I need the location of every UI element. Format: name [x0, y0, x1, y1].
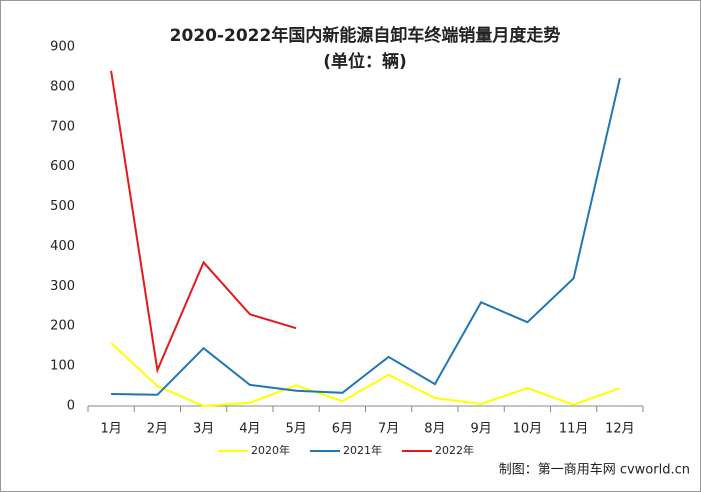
x-tick-label: 10月 [513, 422, 543, 437]
series-line [110, 342, 621, 408]
y-tick-label: 0 [67, 399, 75, 414]
x-tick-label: 1月 [100, 422, 121, 437]
source: 制图：第一商用车网 cvworld.cn [499, 462, 690, 478]
y-tick-label: 700 [50, 119, 75, 134]
chart-subtitle: (单位：辆) [323, 51, 407, 72]
x-tick-label: 5月 [285, 422, 306, 437]
y-tick-label: 400 [50, 239, 75, 254]
x-tick-label: 12月 [605, 422, 635, 437]
x-tick-label: 9月 [470, 422, 491, 437]
x-tick-label: 11月 [559, 422, 589, 437]
y-tick-label: 800 [50, 79, 75, 94]
legend-label: 2021年 [343, 443, 382, 457]
chart-title: 2020-2022年国内新能源自卸车终端销量月度走势 [170, 25, 561, 46]
y-tick-label: 900 [50, 40, 75, 55]
series-line [111, 77, 621, 396]
y-tick-label: 100 [50, 359, 75, 374]
legend-label: 2022年 [435, 443, 474, 457]
legend-label: 2020年 [251, 443, 290, 457]
x-tick-label: 6月 [332, 422, 353, 437]
x-tick-label: 8月 [424, 422, 445, 437]
y-tick-label: 600 [50, 159, 75, 174]
x-tick-label: 2月 [147, 422, 168, 437]
y-tick-label: 500 [50, 199, 75, 214]
x-tick-label: 7月 [378, 422, 399, 437]
y-tick-label: 200 [50, 319, 75, 334]
series-line [110, 70, 297, 374]
x-tick-label: 3月 [193, 422, 214, 437]
y-tick-label: 300 [50, 279, 75, 294]
x-tick-label: 4月 [239, 422, 260, 437]
